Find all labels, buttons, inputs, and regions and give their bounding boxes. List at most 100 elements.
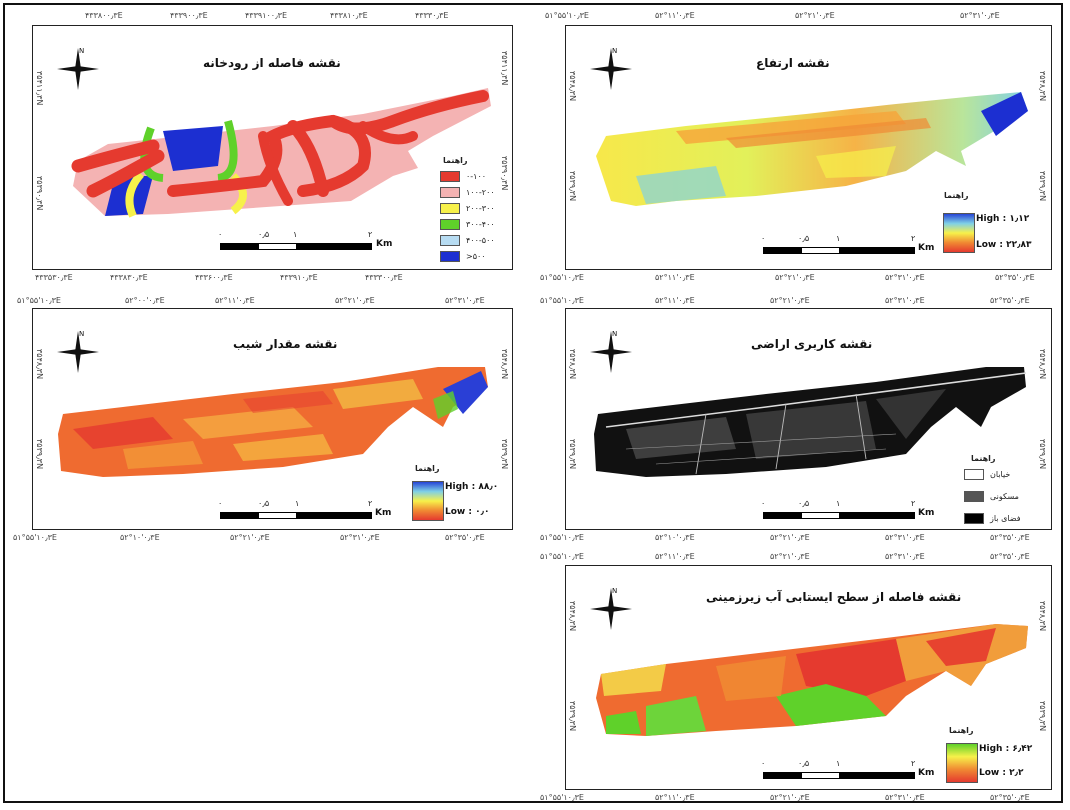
coord-label: ۵۱°۵۵'۱۰٫۳E [540, 552, 585, 561]
scale-unit: Km [376, 239, 393, 249]
svg-text:N: N [79, 47, 84, 55]
slope-gradient-ramp [412, 481, 444, 521]
svg-text:N: N [612, 587, 617, 595]
coord-label: ۳۵۳۹٫۳N [568, 439, 577, 470]
elevation-map [596, 92, 1028, 206]
legend-title: راهنما [944, 191, 969, 200]
coord-label: ۳۵۴۸٫۳N [1038, 601, 1047, 632]
legend-label: ۳۰۰-۴۰۰ [466, 220, 495, 229]
legend-item: >۵۰۰ [440, 251, 486, 262]
coord-label: ۳۵۴۸٫۳N [568, 71, 577, 102]
legend-item: ۱۰۰-۲۰۰ [440, 187, 495, 198]
map-title: نقشه کاربری اراضی [751, 337, 873, 351]
coord-label: ۴۳۳۳۰۰٫۳E [365, 273, 404, 282]
coord-label: ۵۲°۳۱'۰٫۳E [885, 552, 926, 561]
scale-tick: ۲ [911, 759, 916, 768]
map-title: نقشه فاصله از رودخانه [203, 56, 341, 70]
coord-label: ۴۳۳۸۳۰٫۳E [110, 273, 149, 282]
scale-tick: ۲ [368, 499, 373, 508]
river-distance-map [71, 88, 491, 218]
coord-label: ۵۲°۲۱'۰٫۳E [770, 793, 811, 802]
scale-tick: ۰ [761, 234, 766, 243]
coord-label: ۵۲°۳۱'۰٫۳E [885, 793, 926, 802]
coord-label: ۳۵۳۹٫۳N [35, 439, 44, 470]
coord-label: ۵۱°۵۵'۱۰٫۳E [540, 793, 585, 802]
coord-label: ۵۲°۱۱'۰٫۳E [655, 552, 696, 561]
legend-title: راهنما [443, 156, 468, 165]
north-arrow-icon: N [590, 47, 632, 90]
scale-tick: ۰ [761, 759, 766, 768]
scale-tick: ۰٫۵ [798, 759, 810, 768]
coord-label: ۵۲°۰۰'۰٫۳E [125, 296, 166, 305]
coord-label: ۴۳۳۹۰۰٫۳E [170, 11, 209, 20]
legend-item: خیابان [964, 469, 1010, 480]
legend-swatch [440, 251, 460, 262]
scale-bar [763, 772, 915, 779]
legend-label: ۰-۱۰۰ [466, 172, 487, 181]
legend-swatch [964, 513, 984, 524]
coord-label: ۵۲°۱۱'۰٫۳E [655, 793, 696, 802]
legend-low: Low : ۲٫۲ [979, 768, 1024, 778]
coord-label: ۳۵۴۸٫۳N [568, 601, 577, 632]
coord-label: ۵۲°۲۱'۰٫۳E [770, 533, 811, 542]
coord-label: ۵۱°۵۵'۱۰٫۳E [17, 296, 62, 305]
map-title: نقشه ارتفاع [756, 56, 830, 70]
coord-label: ۵۲°۳۱'۰٫۳E [340, 533, 381, 542]
coord-label: ۳۵۴۸٫۳N [1038, 349, 1047, 380]
coord-label: ۴۳۳۸۰۰٫۳E [85, 11, 124, 20]
scale-tick: ۰ [218, 499, 223, 508]
coord-label: ۵۲°۳۵'۰٫۳E [995, 273, 1036, 282]
map-title: نقشه فاصله از سطح ایستابی آب زیرزمینی [706, 590, 962, 604]
scale-tick: ۲ [911, 234, 916, 243]
north-arrow-icon: N [590, 587, 632, 630]
groundwater-gradient-ramp [946, 743, 978, 783]
coord-label: ۵۲°۱۱'۰٫۳E [655, 296, 696, 305]
scale-unit: Km [918, 508, 935, 518]
coord-label: ۳۵۳۹٫۳N [500, 439, 509, 470]
coord-label: ۴۳۳۳۰٫۳E [415, 11, 449, 20]
coord-label: ۵۲°۳۵'۰٫۳E [990, 533, 1031, 542]
legend-swatch [964, 469, 984, 480]
coord-label: ۵۲°۲۱'۰٫۳E [230, 533, 271, 542]
coord-label: ۳۵۴۱۱٫۳N [35, 71, 44, 106]
legend-label: فضای باز [990, 514, 1021, 523]
legend-title: راهنما [971, 454, 996, 463]
scale-tick: ۱ [293, 230, 298, 239]
legend-swatch [964, 491, 984, 502]
scale-tick: ۰٫۵ [258, 230, 270, 239]
svg-text:N: N [612, 330, 617, 338]
scale-tick: ۰٫۵ [798, 499, 810, 508]
coord-label: ۵۲°۲۱'۰٫۳E [795, 11, 836, 20]
coord-label: ۳۵۳۹٫۳N [1038, 171, 1047, 202]
coord-label: ۵۲°۳۵'۰٫۳E [990, 793, 1031, 802]
coord-label: ۵۱°۵۵'۱۰٫۳E [545, 11, 590, 20]
legend-swatch [440, 235, 460, 246]
coord-label: ۳۵۴۸٫۳N [1038, 71, 1047, 102]
coord-label: ۵۲°۱۱'۰٫۳E [215, 296, 256, 305]
legend-item: ۳۰۰-۴۰۰ [440, 219, 495, 230]
figure-frame: ۴۳۳۸۰۰٫۳E ۴۳۳۹۰۰٫۳E ۴۳۳۹۱۰۰٫۳E ۴۳۳۸۱۰٫۳E… [3, 3, 1063, 803]
coord-label: ۴۳۳۹۱۰٫۳E [280, 273, 319, 282]
scale-tick: ۱ [836, 499, 841, 508]
scale-tick: ۱ [295, 499, 300, 508]
legend-title: راهنما [415, 464, 440, 473]
coord-label: ۳۵۳۹۰٫۳N [35, 176, 44, 211]
legend-label: ۲۰۰-۳۰۰ [466, 204, 495, 213]
legend-swatch [440, 219, 460, 230]
map-panel-river-distance: N نقشه فاصله از رودخانه راهنما ۰-۱۰۰ ۱۰۰… [32, 25, 513, 270]
legend-low: Low : ۲۲٫۸۳ [976, 240, 1032, 250]
legend-high: High : ۸۸٫۰ [445, 482, 499, 492]
coord-label: ۵۲°۲۱'۰٫۳E [775, 273, 816, 282]
coord-label: ۴۳۳۸۱۰٫۳E [330, 11, 369, 20]
map-panel-groundwater: N نقشه فاصله از سطح ایستابی آب زیرزمینی … [565, 565, 1052, 790]
scale-unit: Km [375, 508, 392, 518]
legend-item: ۴۰۰-۵۰۰ [440, 235, 495, 246]
coord-label: ۳۵۳۹٫۳N [1038, 439, 1047, 470]
slope-map [58, 367, 488, 477]
legend-label: ۴۰۰-۵۰۰ [466, 236, 495, 245]
coord-label: ۳۵۴۱۱٫۳N [500, 51, 509, 86]
coord-label: ۵۲°۲۱'۰٫۳E [770, 552, 811, 561]
coord-label: ۵۲°۳۱'۰٫۳E [885, 296, 926, 305]
coord-label: ۵۲°۳۵'۰٫۳E [445, 533, 486, 542]
coord-label: ۳۵۳۹٫۳N [568, 171, 577, 202]
